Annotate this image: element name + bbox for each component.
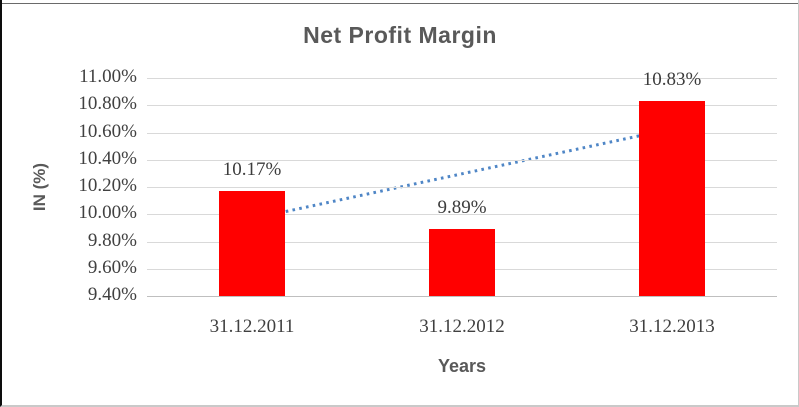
y-tick-label: 10.40% xyxy=(78,147,137,169)
gridline xyxy=(147,159,777,161)
gridline xyxy=(147,187,777,188)
x-axis-title: Years xyxy=(437,356,487,376)
gridline xyxy=(147,78,777,79)
gridline xyxy=(147,132,777,134)
chart-title: Net Profit Margin xyxy=(303,22,497,48)
x-category-label: 31.12.2012 xyxy=(419,316,505,337)
trendline xyxy=(251,127,673,221)
y-tick-label: 9.80% xyxy=(87,229,137,251)
y-tick-label: 9.60% xyxy=(87,256,137,278)
x-axis-line xyxy=(147,296,777,297)
gridline xyxy=(147,105,777,107)
y-tick-label: 10.20% xyxy=(78,175,137,196)
bar-data-label: 10.17% xyxy=(222,159,282,181)
y-tick-label: 9.40% xyxy=(87,284,137,305)
bar-data-label: 10.83% xyxy=(642,69,702,91)
y-tick-label: 11.00% xyxy=(79,66,137,87)
bar-data-label: 9.89% xyxy=(437,197,487,219)
plot-area xyxy=(147,78,777,297)
gridline xyxy=(147,214,777,216)
y-tick-label: 10.00% xyxy=(78,202,137,224)
x-category-label: 31.12.2013 xyxy=(629,316,715,337)
x-category-label: 31.12.2011 xyxy=(209,316,295,337)
bar xyxy=(219,191,285,296)
bar xyxy=(429,229,495,296)
bar xyxy=(639,101,705,296)
y-tick-label: 10.80% xyxy=(78,93,137,115)
y-tick-label: 10.60% xyxy=(78,120,137,142)
